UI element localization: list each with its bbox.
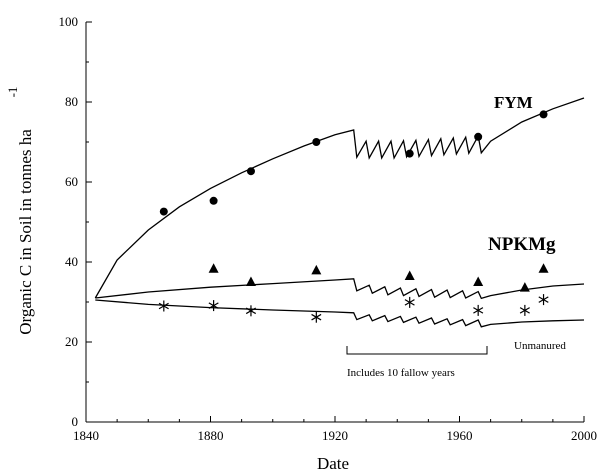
data-point-triangle [311, 264, 322, 275]
data-point-asterisk [208, 300, 219, 312]
asterisk-stroke [208, 302, 219, 309]
model-curve-npkmg [95, 278, 585, 300]
model-curves [94, 97, 585, 328]
asterisk-stroke [311, 313, 322, 321]
data-point-asterisk [311, 311, 322, 323]
asterisk-stroke [158, 302, 169, 310]
data-point-circle [209, 196, 218, 205]
x-tick-label: 1920 [322, 428, 348, 443]
observed-markers [158, 110, 549, 323]
series-label-unmanured: Unmanured [514, 340, 566, 352]
asterisk-stroke [245, 307, 257, 315]
data-point-asterisk [473, 304, 484, 316]
x-tick-label: 1880 [198, 428, 224, 443]
y-tick-label: 0 [72, 414, 79, 429]
axes: 0 20 40 60 80 100 1840 1880 1920 1960 2000 [59, 14, 598, 443]
asterisk-stroke [538, 296, 549, 303]
asterisk-stroke [519, 307, 530, 314]
data-point-circle [539, 110, 548, 119]
data-point-circle [405, 149, 414, 158]
y-tick-label: 80 [65, 94, 78, 109]
data-point-asterisk [519, 304, 530, 316]
series-label-fym: FYM [494, 93, 533, 112]
y-axis-title-superscript: -1 [5, 87, 20, 98]
data-point-circle [474, 132, 483, 141]
y-tick-label: 100 [59, 14, 79, 29]
asterisk-stroke [404, 299, 415, 306]
data-point-circle [312, 138, 321, 146]
data-point-circle [159, 207, 168, 216]
data-point-triangle [538, 263, 549, 273]
x-tick-label: 1960 [447, 428, 473, 443]
y-tick-label: 40 [65, 254, 78, 269]
data-point-triangle [519, 282, 530, 292]
series-label-npkmg: NPKMg [488, 234, 556, 255]
fallow-annotation: Includes 10 fallow years [347, 367, 455, 379]
data-point-asterisk [404, 296, 415, 308]
y-tick-label: 60 [65, 174, 78, 189]
data-point-circle [246, 167, 255, 176]
model-curve-fym [94, 97, 585, 299]
data-point-triangle [404, 270, 415, 280]
data-point-asterisk [538, 294, 549, 306]
x-tick-label: 2000 [571, 428, 597, 443]
model-curve-unmanured [95, 299, 585, 328]
y-tick-label: 20 [65, 334, 78, 349]
x-tick-label: 1840 [73, 428, 99, 443]
data-point-triangle [473, 276, 484, 286]
data-point-triangle [245, 276, 256, 286]
data-point-asterisk [158, 300, 169, 312]
data-point-asterisk [245, 305, 257, 317]
x-axis-title: Date [317, 454, 349, 473]
fallow-bracket [346, 346, 488, 355]
data-point-triangle [208, 263, 219, 273]
y-axis-title: Organic C in Soil in tonnes ha [16, 129, 35, 335]
asterisk-stroke [473, 307, 484, 314]
